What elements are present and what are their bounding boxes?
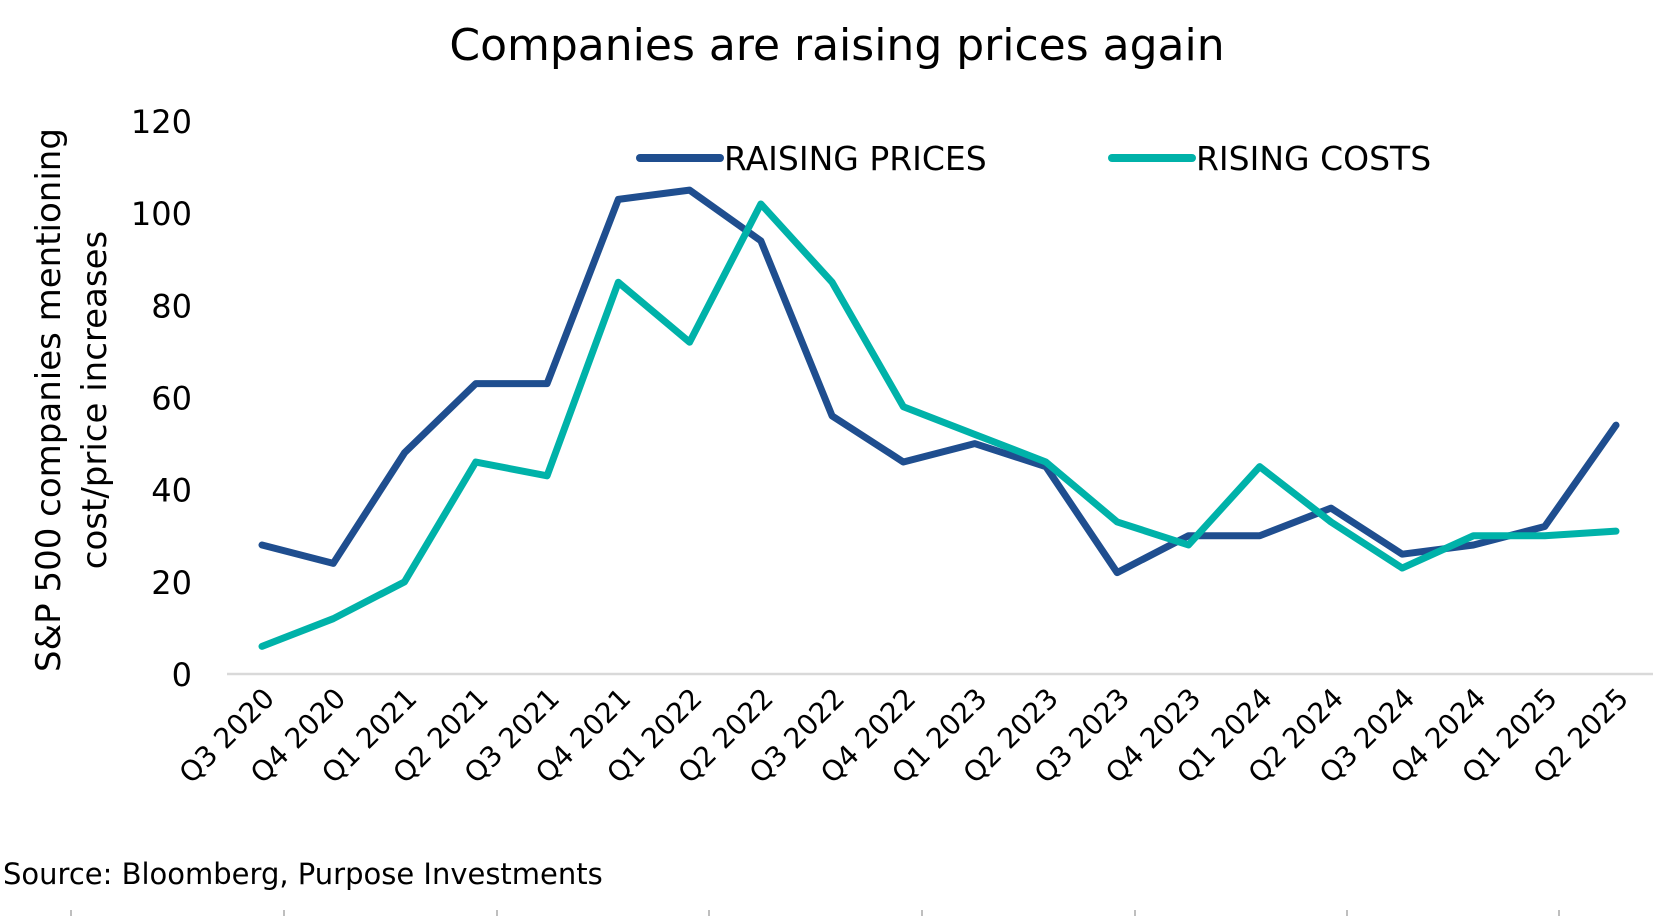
y-tick-label: 100 <box>131 195 192 233</box>
y-tick-label: 0 <box>172 656 192 694</box>
series-line-raising-prices <box>258 186 1620 577</box>
y-axis-label-line-2: cost/price increases <box>75 231 115 569</box>
y-tick-label: 20 <box>151 564 192 602</box>
legend-label: RISING COSTS <box>1196 139 1431 178</box>
source-note: Source: Bloomberg, Purpose Investments <box>3 857 603 891</box>
y-tick-label: 80 <box>151 287 192 325</box>
y-axis-label-line-1: S&P 500 companies mentioning <box>29 128 69 672</box>
series-line-rising-costs <box>258 200 1620 650</box>
y-tick-label: 120 <box>131 103 192 141</box>
y-tick-label: 40 <box>151 472 192 510</box>
chart-title: Companies are raising prices again <box>449 20 1224 71</box>
legend-label: RAISING PRICES <box>724 139 987 178</box>
y-axis-label: S&P 500 companies mentioning cost/price … <box>29 128 115 672</box>
y-tick-label: 60 <box>151 380 192 418</box>
legend: RAISING PRICES RISING COSTS <box>636 139 1431 178</box>
